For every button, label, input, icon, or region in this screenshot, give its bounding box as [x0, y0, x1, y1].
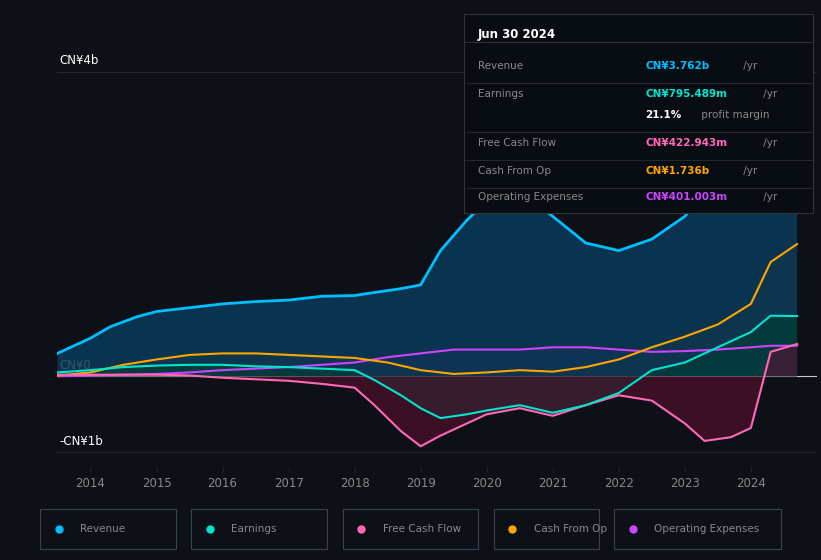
Text: CN¥1.736b: CN¥1.736b	[645, 166, 709, 176]
Text: Free Cash Flow: Free Cash Flow	[478, 138, 556, 148]
Text: CN¥422.943m: CN¥422.943m	[645, 138, 727, 148]
Text: CN¥0: CN¥0	[59, 359, 91, 372]
Text: -CN¥1b: -CN¥1b	[59, 435, 103, 448]
Text: CN¥4b: CN¥4b	[59, 54, 99, 67]
Text: Earnings: Earnings	[478, 88, 523, 99]
Text: Cash From Op: Cash From Op	[534, 524, 607, 534]
Text: Revenue: Revenue	[80, 524, 126, 534]
Text: /yr: /yr	[760, 88, 777, 99]
Text: Operating Expenses: Operating Expenses	[654, 524, 759, 534]
Text: /yr: /yr	[740, 60, 757, 71]
Text: /yr: /yr	[760, 138, 777, 148]
Text: profit margin: profit margin	[698, 110, 769, 120]
Text: /yr: /yr	[740, 166, 757, 176]
Text: Operating Expenses: Operating Expenses	[478, 192, 583, 202]
Text: Jun 30 2024: Jun 30 2024	[478, 28, 556, 41]
Text: 21.1%: 21.1%	[645, 110, 681, 120]
Text: /yr: /yr	[760, 192, 777, 202]
Text: CN¥3.762b: CN¥3.762b	[645, 60, 709, 71]
Text: Free Cash Flow: Free Cash Flow	[383, 524, 461, 534]
Text: Revenue: Revenue	[478, 60, 523, 71]
Text: CN¥401.003m: CN¥401.003m	[645, 192, 727, 202]
Text: Cash From Op: Cash From Op	[478, 166, 551, 176]
Text: Earnings: Earnings	[232, 524, 277, 534]
Text: CN¥795.489m: CN¥795.489m	[645, 88, 727, 99]
